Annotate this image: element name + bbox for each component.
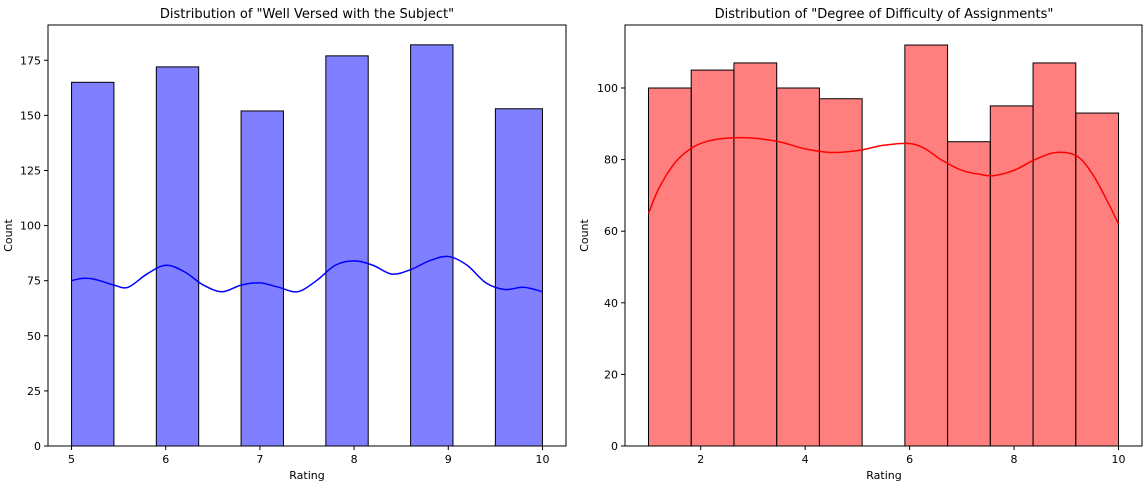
kde-line (71, 255, 543, 293)
y-tick-label: 60 (604, 225, 618, 238)
plot-frame (47, 24, 567, 447)
y-tick-label: 20 (604, 368, 618, 381)
chart-title: Distribution of "Degree of Difficulty of… (715, 7, 1054, 22)
y-tick-label: 75 (27, 275, 41, 288)
bars-group (71, 44, 543, 447)
y-tick-label: 125 (20, 164, 41, 177)
x-tick-label: 6 (906, 453, 913, 466)
histogram-bar (410, 44, 454, 447)
histogram-bar (325, 55, 369, 447)
histogram-bar (904, 44, 949, 447)
x-axis-label: Rating (289, 469, 324, 482)
x-ticks: 2 4 6 8 10 (697, 446, 1126, 466)
histogram-bar (776, 87, 820, 447)
x-ticks: 5 6 7 8 9 10 (68, 446, 549, 466)
kde-line (647, 136, 1120, 225)
y-axis-label: Count (578, 218, 591, 251)
y-axis-label: Count (2, 218, 15, 251)
histogram-bar (989, 105, 1034, 447)
histogram-bar (733, 62, 778, 447)
bars-group (648, 44, 1120, 447)
histogram-bar (155, 66, 200, 447)
y-ticks: 0 25 50 75 100 125 150 175 (20, 54, 48, 453)
histogram-bar (71, 81, 115, 447)
histogram-bar (1032, 62, 1077, 447)
x-axis-label: Rating (866, 469, 901, 482)
y-tick-label: 150 (20, 109, 41, 122)
x-tick-label: 7 (256, 453, 263, 466)
x-tick-label: 2 (697, 453, 704, 466)
histogram-bar (947, 141, 991, 447)
chart-title: Distribution of "Well Versed with the Su… (160, 7, 454, 22)
x-tick-label: 4 (802, 453, 809, 466)
histogram-bar (240, 110, 284, 447)
x-tick-label: 10 (535, 453, 549, 466)
chart-well-versed: Distribution of "Well Versed with the Su… (2, 7, 567, 482)
y-tick-label: 50 (27, 330, 41, 343)
x-tick-label: 5 (68, 453, 75, 466)
x-tick-label: 9 (445, 453, 452, 466)
x-tick-label: 6 (162, 453, 169, 466)
histogram-bar (818, 98, 863, 447)
y-ticks: 0 20 40 60 80 100 (597, 82, 625, 453)
y-tick-label: 0 (611, 440, 618, 453)
y-tick-label: 25 (27, 385, 41, 398)
histogram-bar (494, 108, 543, 447)
x-tick-label: 10 (1112, 453, 1126, 466)
histogram-bar (648, 87, 692, 447)
x-tick-label: 8 (1011, 453, 1018, 466)
plot-frame (624, 24, 1143, 447)
y-tick-label: 100 (20, 220, 41, 233)
histogram-bar (690, 69, 735, 447)
y-tick-label: 40 (604, 297, 618, 310)
x-tick-label: 8 (351, 453, 358, 466)
y-tick-label: 0 (34, 440, 41, 453)
y-tick-label: 100 (597, 82, 618, 95)
y-tick-label: 175 (20, 54, 41, 67)
chart-difficulty: Distribution of "Degree of Difficulty of… (578, 7, 1143, 482)
histogram-bar (1075, 112, 1120, 447)
y-tick-label: 80 (604, 154, 618, 167)
